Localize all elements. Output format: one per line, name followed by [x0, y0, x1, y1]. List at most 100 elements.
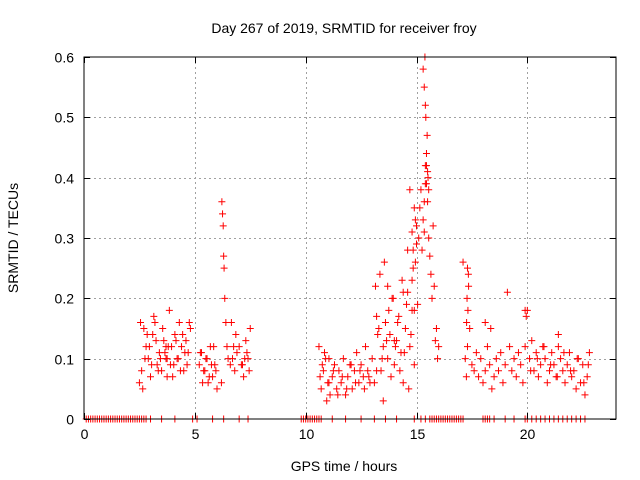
data-point: [159, 325, 167, 332]
data-point: [398, 276, 406, 284]
data-point: [534, 373, 542, 381]
data-point: [435, 343, 443, 351]
data-point: [226, 361, 234, 369]
data-point: [406, 186, 414, 194]
data-point: [321, 349, 329, 357]
data-point: [463, 318, 471, 326]
data-point: [410, 204, 418, 212]
data-point: [316, 373, 324, 381]
data-point: [151, 318, 159, 326]
data-point: [230, 343, 238, 351]
data-point: [420, 228, 428, 236]
data-point: [156, 355, 164, 363]
data-point: [572, 385, 580, 393]
x-axis-label: GPS time / hours: [291, 458, 398, 474]
data-point: [161, 349, 169, 357]
data-point: [510, 355, 518, 363]
data-point: [488, 385, 496, 393]
data-point: [508, 367, 516, 375]
data-point: [218, 198, 226, 206]
data-point: [238, 361, 246, 369]
data-point: [561, 379, 569, 387]
data-point: [148, 361, 156, 369]
data-point: [501, 361, 509, 369]
data-point: [186, 325, 194, 332]
data-point: [479, 379, 487, 387]
data-point: [425, 186, 433, 194]
data-point: [580, 379, 588, 387]
data-point: [385, 306, 393, 314]
data-point: [315, 343, 323, 351]
data-point: [421, 101, 429, 109]
data-point: [422, 113, 430, 121]
data-point: [463, 294, 471, 302]
data-point: [405, 385, 413, 393]
x-tick-label: 20: [520, 426, 536, 442]
y-tick-label: 0: [66, 412, 74, 428]
data-point: [422, 150, 430, 158]
data-point: [376, 270, 384, 278]
data-point: [140, 325, 148, 332]
data-point: [213, 385, 221, 393]
data-point: [171, 331, 179, 339]
data-point: [554, 331, 562, 339]
data-point: [362, 343, 370, 351]
data-point: [413, 222, 420, 230]
data-point: [210, 343, 218, 351]
data-point: [317, 385, 325, 393]
data-point: [165, 306, 173, 314]
data-point: [333, 385, 341, 393]
data-point: [557, 355, 565, 363]
data-point: [533, 355, 541, 363]
data-point: [143, 331, 151, 339]
data-point: [365, 373, 373, 381]
data-point: [330, 361, 338, 369]
data-point: [526, 355, 534, 363]
data-point: [431, 337, 439, 345]
data-point: [139, 385, 147, 393]
data-point: [407, 331, 415, 339]
data-point: [375, 325, 383, 332]
data-point: [408, 276, 416, 284]
y-tick-labels: 0 0.1 0.2 0.3 0.4 0.5 0.6: [55, 50, 75, 428]
chart-title: Day 267 of 2019, SRMTID for receiver fro…: [211, 20, 476, 36]
data-point: [567, 367, 575, 375]
data-point: [399, 288, 407, 296]
data-point: [243, 349, 251, 357]
data-point: [205, 373, 213, 381]
data-point: [179, 331, 187, 339]
data-point: [196, 349, 204, 357]
data-point: [537, 361, 545, 369]
data-point: [521, 343, 529, 351]
data-point: [152, 337, 160, 345]
data-point: [379, 397, 387, 405]
data-point: [419, 216, 427, 224]
data-point: [181, 349, 189, 357]
data-point: [411, 258, 419, 266]
data-point: [318, 361, 326, 369]
data-point: [389, 294, 397, 302]
data-point: [464, 306, 472, 314]
data-point: [185, 318, 193, 326]
data-point: [178, 343, 186, 351]
data-point: [174, 355, 182, 363]
data-point: [391, 343, 399, 351]
data-point: [383, 337, 391, 345]
data-point: [163, 373, 171, 381]
data-point: [527, 367, 535, 375]
x-tick-label: 15: [410, 426, 426, 442]
data-point: [339, 355, 347, 363]
data-point: [374, 331, 382, 339]
data-point: [462, 373, 470, 381]
data-point: [418, 246, 426, 254]
data-point: [201, 367, 209, 375]
y-tick-label: 0.1: [55, 352, 75, 368]
data-point: [406, 343, 414, 351]
data-point: [492, 355, 500, 363]
data-point: [326, 391, 334, 399]
data-point: [409, 246, 417, 254]
data-point: [424, 168, 432, 176]
data-point: [347, 361, 355, 369]
data-point: [426, 252, 434, 260]
data-point: [353, 349, 361, 357]
